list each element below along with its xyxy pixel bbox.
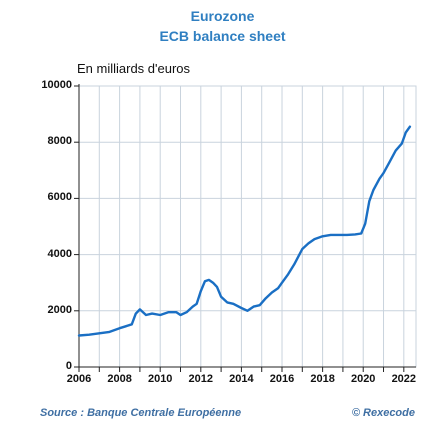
y-tick-label: 2000 — [47, 303, 72, 316]
y-tick-label: 10000 — [41, 79, 72, 91]
y-tick-label: 0 — [65, 360, 72, 372]
x-tick-label: 2018 — [310, 373, 335, 385]
chart-subtitle: ECB balance sheet — [159, 28, 286, 44]
unit-label: En milliards d'euros — [77, 61, 191, 76]
x-tick-label: 2008 — [107, 373, 132, 385]
x-tick-label: 2016 — [269, 373, 295, 385]
y-tick-label: 8000 — [47, 135, 72, 148]
y-tick-label: 4000 — [47, 247, 72, 260]
x-tick-label: 2022 — [391, 373, 417, 385]
chart-title: Eurozone — [190, 8, 255, 24]
source-note: Source : Banque Centrale Européenne — [40, 407, 242, 419]
x-tick-label: 2010 — [147, 373, 173, 385]
x-tick-label: 2014 — [229, 373, 254, 385]
y-tick-label: 6000 — [47, 191, 72, 204]
series-line — [77, 125, 412, 337]
x-tick-label: 2006 — [66, 373, 92, 385]
x-tick-label: 2012 — [188, 373, 214, 385]
x-tick-label: 2020 — [350, 373, 376, 385]
credit-note: © Rexecode — [351, 407, 415, 419]
